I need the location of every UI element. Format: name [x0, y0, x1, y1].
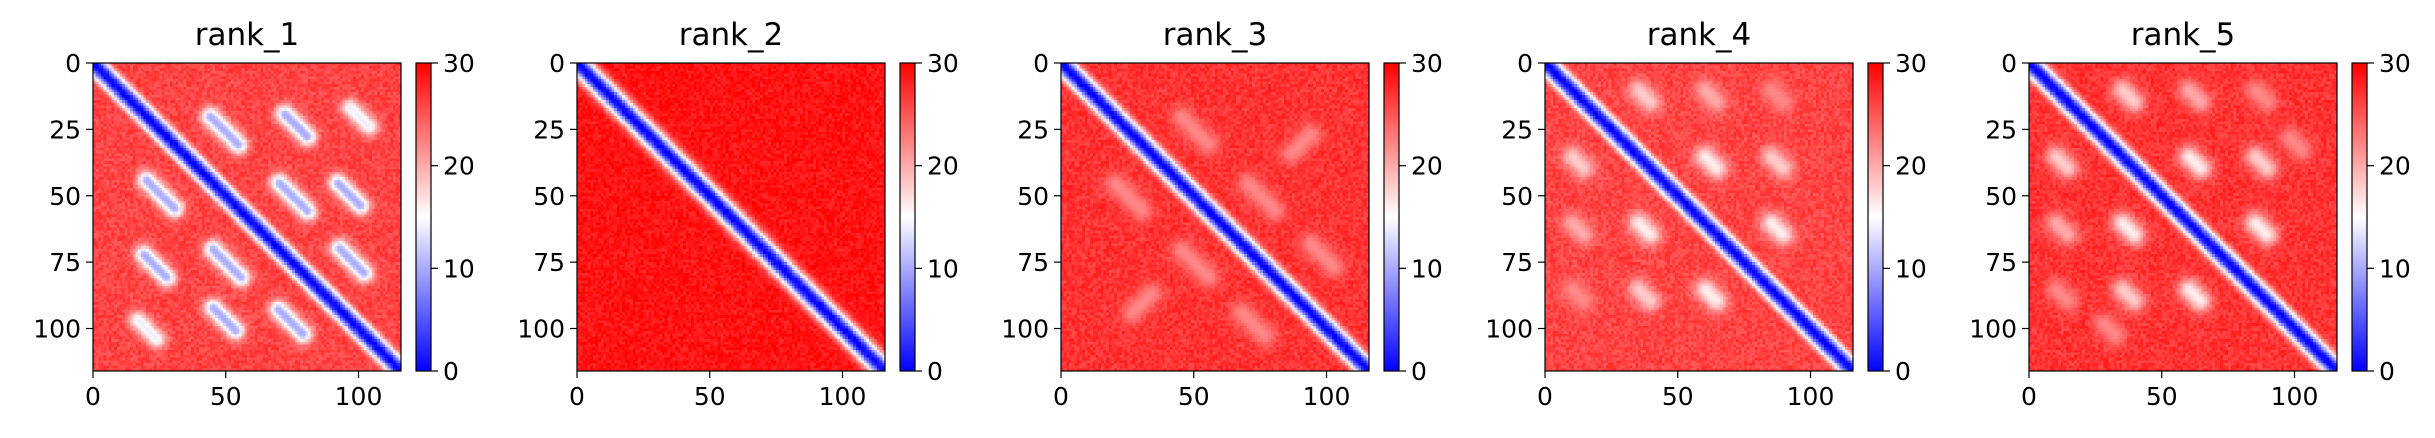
colorbar-tick-label: 30 [927, 49, 959, 78]
y-tick-label: 25 [1501, 115, 1533, 144]
y-tick-label: 75 [1501, 248, 1533, 277]
x-tick-label: 50 [210, 382, 242, 411]
y-tick-label: 50 [533, 182, 565, 211]
x-tick-label: 100 [2271, 382, 2319, 411]
colorbar-tick-label: 0 [2379, 357, 2395, 386]
panel-1: rank_1 0 50 100 0 25 50 75 100 0 10 20 30 [33, 17, 475, 411]
colorbar-tick-label: 20 [927, 152, 959, 181]
colorbar-tick-label: 0 [927, 357, 943, 386]
colorbar [1867, 62, 1884, 372]
x-tick-label: 0 [569, 382, 585, 411]
panel-4: rank_4 0 50 100 0 25 50 75 100 0 10 20 30 [1485, 17, 1927, 411]
colorbar-tick-label: 30 [1895, 49, 1927, 78]
x-tick-label: 100 [1787, 382, 1835, 411]
panel-5: rank_5 0 50 100 0 25 50 75 100 0 10 20 30 [1969, 17, 2411, 411]
colorbar-tick-label: 10 [927, 254, 959, 283]
plot-frame [576, 62, 886, 372]
colorbar-tick-label: 0 [443, 357, 459, 386]
x-tick-label: 0 [1537, 382, 1553, 411]
colorbar [415, 62, 432, 372]
plot-frame [92, 62, 402, 372]
colorbar [899, 62, 916, 372]
y-tick-label: 25 [1985, 115, 2017, 144]
y-tick-label: 25 [1017, 115, 1049, 144]
y-tick-label: 0 [1033, 49, 1049, 78]
colorbar-tick-label: 10 [443, 254, 475, 283]
colorbar-tick-label: 0 [1411, 357, 1427, 386]
x-tick-label: 100 [819, 382, 867, 411]
colorbar-tick-label: 10 [2379, 254, 2411, 283]
panel-title: rank_2 [679, 17, 784, 53]
x-tick-label: 100 [1303, 382, 1351, 411]
x-tick-label: 0 [85, 382, 101, 411]
y-tick-label: 0 [1517, 49, 1533, 78]
y-tick-label: 25 [533, 115, 565, 144]
colorbar-tick-label: 20 [2379, 152, 2411, 181]
plot-frame [2028, 62, 2338, 372]
plot-frame [1544, 62, 1854, 372]
y-tick-label: 100 [517, 315, 565, 344]
x-tick-label: 50 [2146, 382, 2178, 411]
panel-3: rank_3 0 50 100 0 25 50 75 100 0 10 20 30 [1001, 17, 1443, 411]
x-tick-label: 0 [1053, 382, 1069, 411]
colorbar [1383, 62, 1400, 372]
colorbar-tick-label: 0 [1895, 357, 1911, 386]
y-tick-label: 100 [1485, 315, 1533, 344]
heatmap-image [577, 63, 885, 371]
y-tick-label: 100 [1001, 315, 1049, 344]
heatmap-image [1545, 63, 1853, 371]
y-tick-label: 0 [2001, 49, 2017, 78]
colorbar-tick-label: 20 [443, 152, 475, 181]
x-tick-label: 0 [2021, 382, 2037, 411]
plot-frame [1060, 62, 1370, 372]
panel-2: rank_2 0 50 100 0 25 50 75 100 0 10 20 30 [517, 17, 959, 411]
panel-title: rank_1 [195, 17, 300, 53]
y-tick-label: 0 [549, 49, 565, 78]
heatmap-image [2029, 63, 2337, 371]
y-tick-label: 100 [33, 315, 81, 344]
y-tick-label: 75 [1017, 248, 1049, 277]
x-tick-label: 50 [1178, 382, 1210, 411]
y-tick-label: 0 [65, 49, 81, 78]
colorbar-tick-label: 30 [443, 49, 475, 78]
y-tick-label: 50 [1985, 182, 2017, 211]
heatmap-image [1061, 63, 1369, 371]
y-tick-label: 100 [1969, 315, 2017, 344]
x-tick-label: 100 [335, 382, 383, 411]
colorbar-tick-label: 20 [1411, 152, 1443, 181]
y-tick-label: 75 [1985, 248, 2017, 277]
colorbar-tick-label: 30 [2379, 49, 2411, 78]
panel-title: rank_4 [1647, 17, 1752, 53]
colorbar-tick-label: 10 [1895, 254, 1927, 283]
y-tick-label: 25 [49, 115, 81, 144]
y-tick-label: 75 [49, 248, 81, 277]
y-tick-label: 50 [1017, 182, 1049, 211]
colorbar-tick-label: 30 [1411, 49, 1443, 78]
panel-title: rank_3 [1163, 17, 1268, 53]
x-tick-label: 50 [1662, 382, 1694, 411]
y-tick-label: 75 [533, 248, 565, 277]
y-tick-label: 50 [1501, 182, 1533, 211]
colorbar [2351, 62, 2368, 372]
colorbar-tick-label: 20 [1895, 152, 1927, 181]
y-tick-label: 50 [49, 182, 81, 211]
colorbar-tick-label: 10 [1411, 254, 1443, 283]
panel-title: rank_5 [2131, 17, 2236, 53]
x-tick-label: 50 [694, 382, 726, 411]
heatmap-image [93, 63, 401, 371]
